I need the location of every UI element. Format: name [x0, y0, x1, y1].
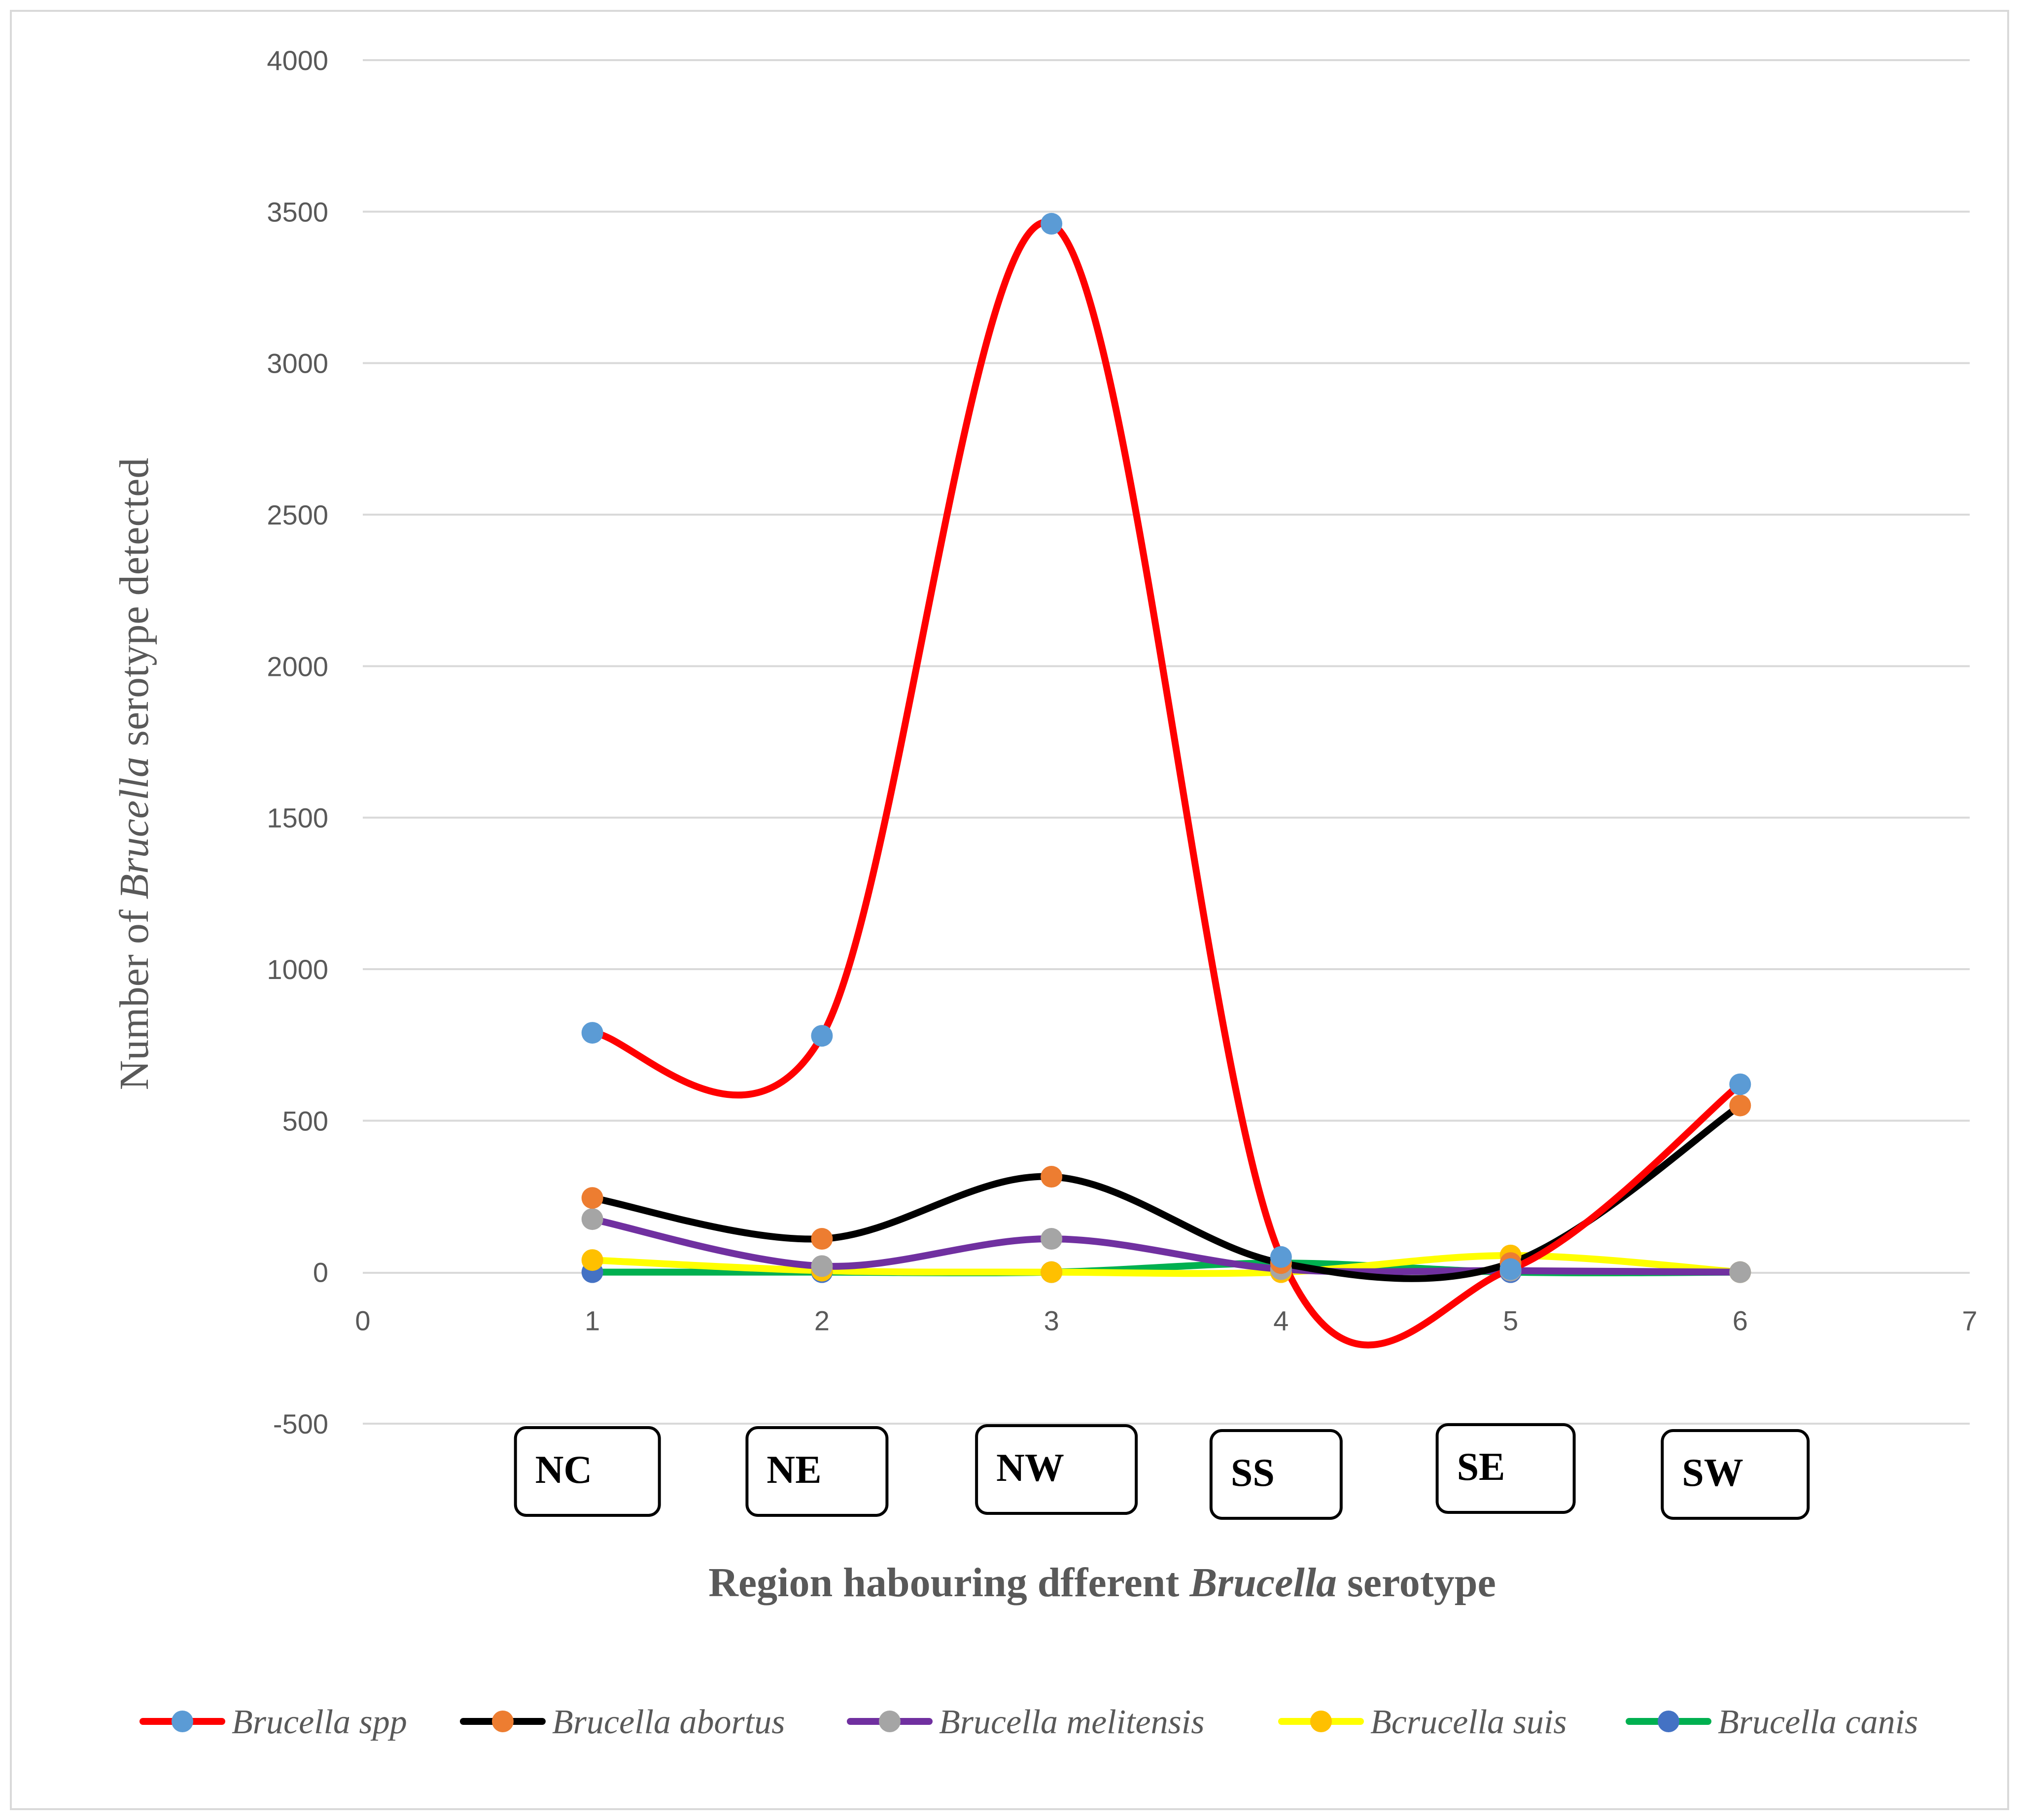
series-markers: [581, 212, 1751, 1283]
legend-item: Brucella spp: [139, 1703, 407, 1741]
data-point: [1041, 1228, 1063, 1250]
data-point: [1499, 1258, 1522, 1280]
region-box-border: [1209, 1429, 1343, 1520]
region-box: NE: [745, 1426, 889, 1517]
region-label: SS: [1231, 1451, 1275, 1495]
region-box-border: [1661, 1429, 1810, 1520]
data-point: [581, 1022, 603, 1044]
x-axis-title: Region habouring dfferent Brucella serot…: [708, 1560, 1496, 1606]
data-point: [1041, 212, 1063, 235]
legend-label: Brucella melitensis: [939, 1703, 1205, 1741]
region-box-border: [975, 1424, 1138, 1515]
region-label: SW: [1682, 1451, 1743, 1495]
legend-label: Brucella abortus: [552, 1703, 785, 1741]
region-boxes: NC NE NW SS SE SW: [514, 1423, 1810, 1520]
data-point: [811, 1255, 833, 1277]
region-label: SE: [1457, 1445, 1505, 1489]
x-tick-label: 1: [585, 1305, 600, 1336]
legend-label: Brucella canis: [1718, 1703, 1918, 1741]
series-line: [589, 1216, 1744, 1276]
x-axis-title-italic: Brucella: [1189, 1560, 1337, 1606]
y-tick-labels: 4000 3500 3000 2500 2000 1500 1000 500 0 -500: [267, 45, 328, 1439]
legend-marker: [1658, 1711, 1679, 1732]
legend-marker: [1310, 1711, 1332, 1732]
x-tick-label: 5: [1503, 1305, 1518, 1336]
region-label: NW: [996, 1446, 1064, 1490]
y-tick-label: 3500: [267, 196, 328, 227]
data-point: [581, 1208, 603, 1230]
data-point: [1041, 1261, 1063, 1283]
legend-marker: [172, 1711, 193, 1732]
x-tick-label: 2: [814, 1305, 830, 1336]
data-point: [1270, 1246, 1292, 1268]
y-tick-label: -500: [273, 1408, 328, 1439]
x-tick-label: 0: [355, 1305, 370, 1336]
x-axis-title-suffix: serotype: [1337, 1560, 1496, 1606]
series-line: [589, 219, 1744, 1349]
region-box: SS: [1209, 1429, 1343, 1520]
y-tick-label: 2000: [267, 651, 328, 682]
region-box: SE: [1435, 1423, 1576, 1514]
data-point: [1729, 1094, 1751, 1117]
data-point: [1729, 1261, 1751, 1283]
data-point: [811, 1228, 833, 1250]
y-axis-title: Number of Brucella serotype detected: [111, 458, 157, 1090]
x-tick-label: 7: [1962, 1305, 1977, 1336]
legend-label: Brucella spp: [232, 1703, 407, 1741]
x-tick-label: 4: [1273, 1305, 1288, 1336]
x-tick-label: 3: [1044, 1305, 1059, 1336]
series-lines: [589, 219, 1744, 1349]
x-tick-label: 6: [1733, 1305, 1748, 1336]
y-tick-label: 3000: [267, 348, 328, 379]
region-box: SW: [1661, 1429, 1810, 1520]
legend-marker: [492, 1711, 514, 1732]
region-label: NE: [766, 1448, 821, 1492]
y-tick-label: 0: [313, 1257, 328, 1288]
y-tick-label: 500: [282, 1105, 328, 1136]
legend-item: Brucella melitensis: [847, 1703, 1205, 1741]
region-box: NC: [514, 1426, 661, 1517]
y-tick-label: 1000: [267, 954, 328, 985]
data-point: [1729, 1073, 1751, 1095]
data-point: [581, 1187, 603, 1209]
legend-item: Brucella canis: [1626, 1703, 1918, 1741]
legend-item: Brucella abortus: [460, 1703, 785, 1741]
legend: Brucella spp Brucella abortus Brucella mel…: [139, 1703, 1918, 1741]
region-box: NW: [975, 1424, 1138, 1515]
data-point: [811, 1025, 833, 1047]
data-point: [1041, 1166, 1063, 1188]
y-tick-label: 4000: [267, 45, 328, 76]
y-tick-label: 1500: [267, 803, 328, 834]
data-point: [581, 1249, 603, 1271]
legend-label: Bcrucella suis: [1370, 1703, 1567, 1741]
legend-item: Bcrucella suis: [1278, 1703, 1567, 1741]
region-box-border: [514, 1426, 661, 1517]
y-tick-label: 2500: [267, 499, 328, 530]
y-axis-title-italic: Brucella: [111, 757, 157, 899]
region-box-border: [745, 1426, 889, 1517]
y-axis-title-prefix: Number of: [111, 899, 157, 1090]
region-box-border: [1435, 1423, 1576, 1514]
legend-marker: [879, 1711, 901, 1732]
x-axis-title-prefix: Region habouring dfferent: [708, 1560, 1189, 1606]
gridlines: [363, 59, 1970, 1425]
x-tick-labels: 0 1 2 3 4 5 6 7: [355, 1305, 1977, 1336]
region-label: NC: [535, 1448, 592, 1492]
y-axis-title-suffix: serotype detected: [111, 458, 157, 757]
